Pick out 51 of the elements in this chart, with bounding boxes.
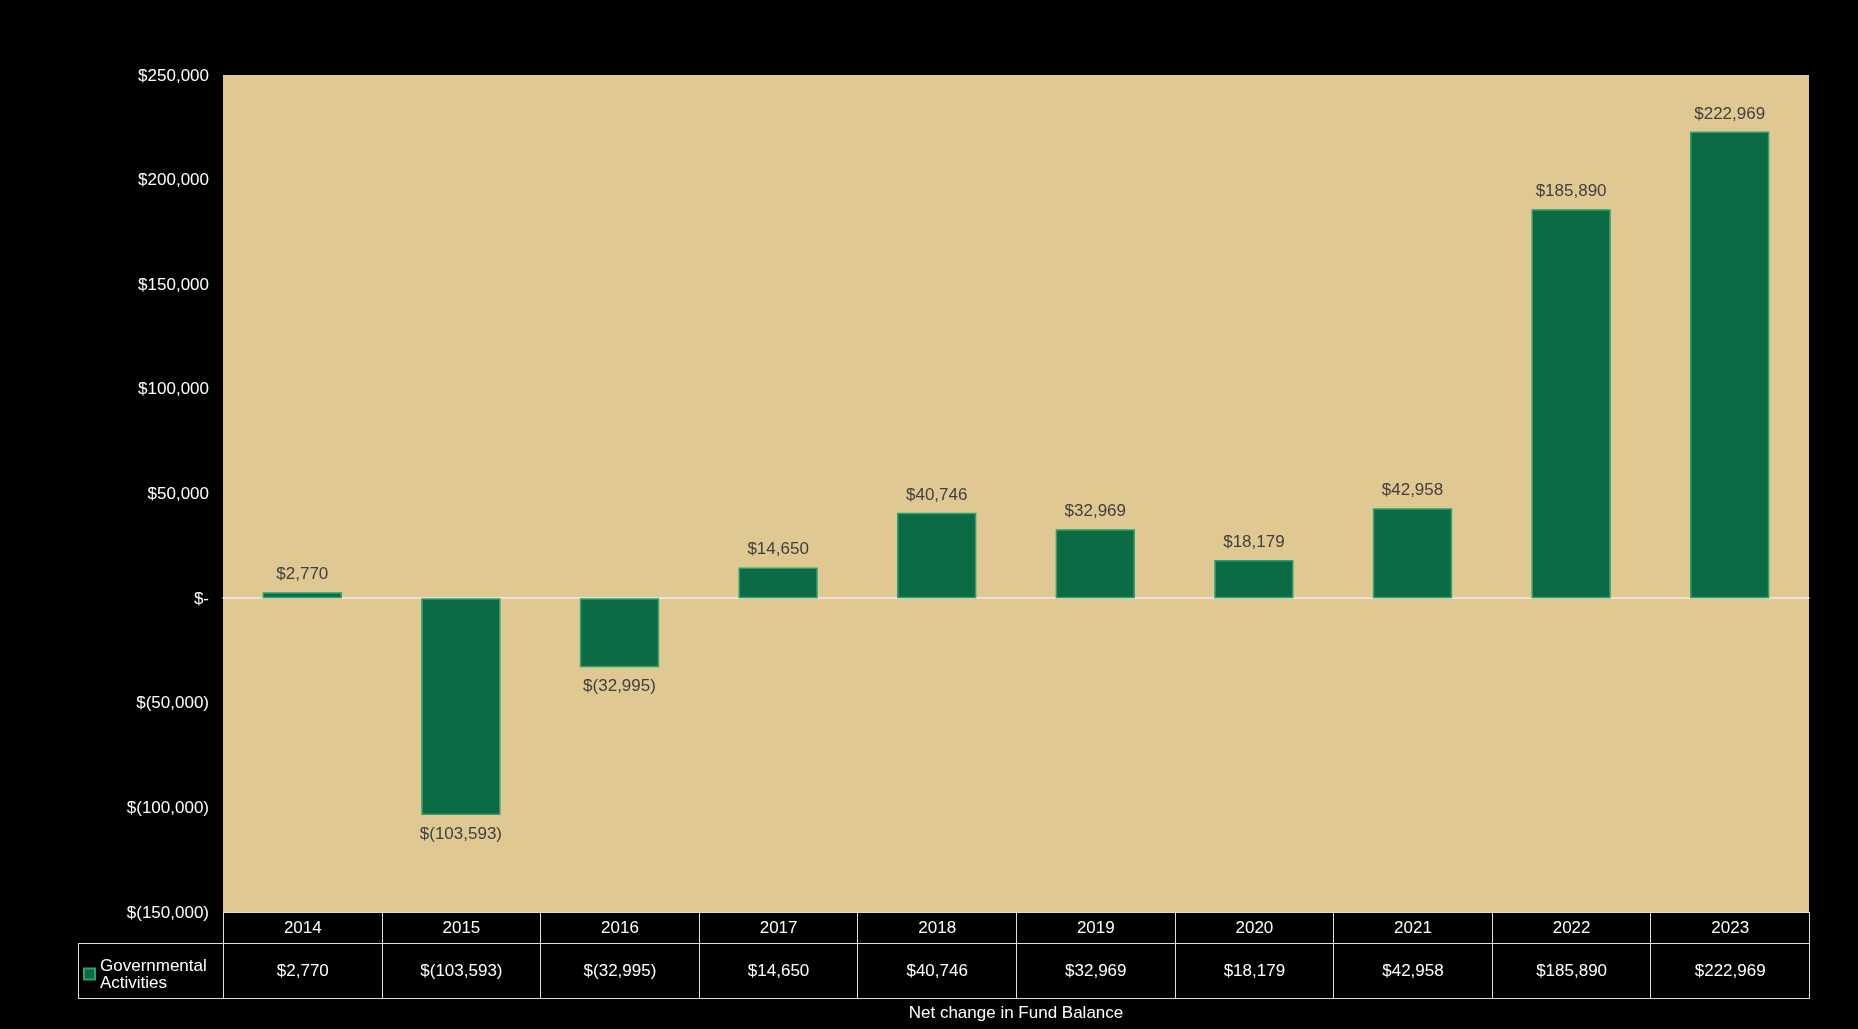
- text: $(32,995): [583, 676, 656, 696]
- text: $40,746: [905, 484, 968, 504]
- text: $14,650: [747, 539, 809, 559]
- text: $18,179: [1223, 532, 1285, 552]
- bar: [421, 598, 501, 815]
- y-tick-label: $150,000: [138, 274, 209, 294]
- y-tick-label: $(150,000): [126, 902, 209, 922]
- data-label: $2,770: [223, 943, 383, 999]
- y-tick-label: $-: [193, 588, 209, 608]
- x-tick-label: 2015: [381, 912, 542, 944]
- x-tick-label: 2020: [1174, 912, 1335, 944]
- bar: [738, 567, 818, 599]
- text: $32,969: [1064, 501, 1127, 521]
- data-label: $(32,995): [540, 943, 700, 999]
- data-label: $(103,593): [381, 943, 542, 999]
- legend-label: Governmental Activities: [100, 956, 212, 992]
- bar: [1372, 508, 1453, 599]
- x-tick-label: 2019: [1016, 912, 1176, 944]
- data-label: $222,969: [1650, 943, 1810, 999]
- data-label: $18,179: [1174, 943, 1335, 999]
- x-tick-label: 2021: [1333, 912, 1493, 944]
- bar: [262, 592, 342, 599]
- x-tick-label: 2022: [1491, 912, 1652, 944]
- bar: [579, 598, 660, 668]
- data-label: $185,890: [1491, 943, 1652, 999]
- text: $222,969: [1694, 103, 1766, 123]
- x-tick-label: 2017: [698, 912, 859, 944]
- y-tick-label: $50,000: [147, 484, 209, 503]
- y-tick-label: $(50,000): [136, 693, 209, 713]
- x-tick-label: 2016: [540, 912, 700, 944]
- text: $2,770: [276, 564, 329, 584]
- bar: [897, 512, 977, 599]
- y-tick-label: $250,000: [138, 65, 209, 85]
- text: $42,958: [1381, 480, 1444, 500]
- x-axis-title: Net change in Fund Balance: [907, 1003, 1125, 1023]
- text: $(103,593): [419, 823, 503, 843]
- bar: [1690, 131, 1770, 599]
- x-tick-label: 2018: [857, 912, 1017, 944]
- data-label: $40,746: [857, 943, 1017, 999]
- text: $185,890: [1535, 181, 1607, 201]
- y-tick-label: $200,000: [138, 170, 209, 190]
- y-tick-label: $(100,000): [126, 797, 209, 817]
- data-label: $32,969: [1016, 943, 1176, 999]
- bar: [1055, 529, 1135, 599]
- data-label: $42,958: [1333, 943, 1493, 999]
- x-tick-label: 2014: [223, 912, 383, 944]
- y-tick-label: $100,000: [138, 379, 209, 399]
- data-label: $14,650: [698, 943, 859, 999]
- x-tick-label: 2023: [1650, 912, 1810, 944]
- bar: [1214, 560, 1294, 599]
- bar: [1531, 209, 1611, 599]
